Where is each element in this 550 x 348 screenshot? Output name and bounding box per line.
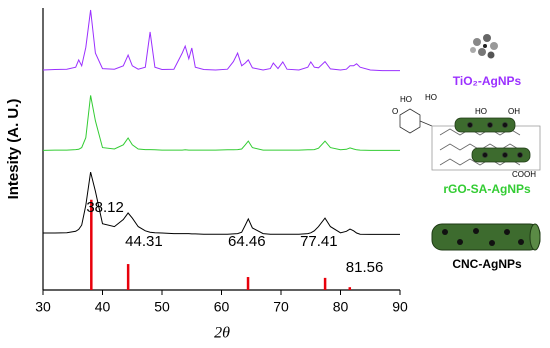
x-tick-label: 90 bbox=[392, 299, 408, 315]
legend-label: CNC-AgNPs bbox=[452, 257, 522, 271]
x-axis-label: 2θ bbox=[214, 325, 230, 342]
structure-label: COOH bbox=[512, 170, 536, 179]
y-axis-label: Intesity (A. U.) bbox=[5, 99, 22, 200]
stick-label: 38.12 bbox=[86, 199, 124, 216]
structure-label: OH bbox=[508, 107, 520, 116]
legend-label: rGO-SA-AgNPs bbox=[443, 182, 531, 196]
stick-label: 77.41 bbox=[300, 233, 338, 250]
cnc-icon bbox=[431, 223, 541, 251]
tio2-icon bbox=[470, 34, 498, 59]
stick-label: 81.56 bbox=[346, 259, 384, 276]
structure-label: HO bbox=[425, 93, 437, 102]
stick-label: 44.31 bbox=[125, 233, 163, 250]
legend-label: TiO₂-AgNPs bbox=[453, 74, 522, 88]
x-tick-label: 30 bbox=[35, 299, 51, 315]
series-line bbox=[42, 95, 400, 151]
structure-label: O bbox=[392, 107, 398, 116]
stick-label: 64.46 bbox=[228, 233, 266, 250]
series-line bbox=[43, 171, 400, 235]
structure-label: HO bbox=[400, 95, 412, 104]
x-tick-label: 70 bbox=[273, 299, 289, 315]
x-tick-label: 60 bbox=[214, 299, 230, 315]
x-tick-label: 80 bbox=[333, 299, 349, 315]
series-line bbox=[42, 9, 400, 72]
rgo-structure bbox=[399, 108, 541, 171]
x-tick-label: 50 bbox=[154, 299, 170, 315]
x-tick-label: 40 bbox=[95, 299, 111, 315]
structure-labels: HO O HO HO OH COOH bbox=[392, 93, 536, 179]
structure-label: HO bbox=[475, 107, 487, 116]
